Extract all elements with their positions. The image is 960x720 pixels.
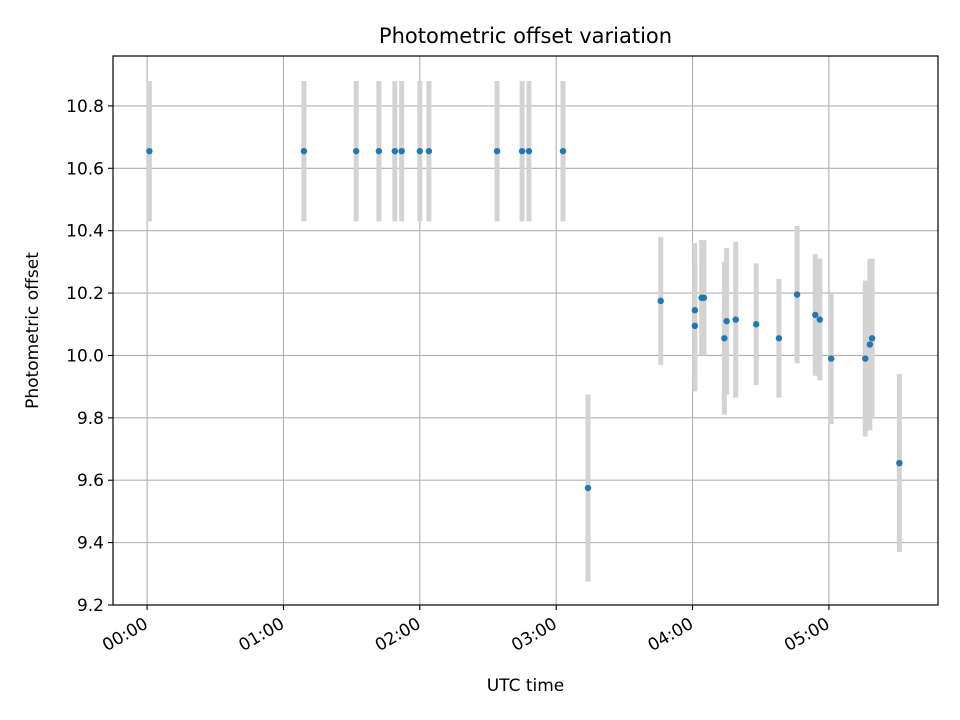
data-point — [816, 316, 824, 323]
data-point — [862, 355, 869, 362]
data-point — [752, 321, 760, 328]
y-tick-label: 9.4 — [77, 534, 104, 554]
data-point — [416, 147, 424, 155]
data-point — [868, 335, 876, 342]
data-point — [721, 335, 728, 342]
y-tick-label: 9.6 — [77, 471, 104, 491]
data-point — [525, 147, 533, 155]
data-point — [352, 147, 360, 155]
data-point — [300, 147, 308, 155]
data-point — [584, 484, 592, 492]
data-point — [657, 297, 664, 305]
data-point — [793, 291, 801, 298]
data-point — [518, 147, 526, 155]
y-tick-label: 9.2 — [77, 596, 104, 616]
x-axis-label: UTC time — [487, 676, 565, 696]
y-axis-ticks: 9.2 9.4 9.6 9.8 10.0 10.2 10.4 10.6 10.8 — [66, 97, 113, 616]
data-points — [146, 147, 903, 492]
y-tick-label: 9.8 — [77, 409, 104, 429]
data-point — [375, 147, 383, 155]
y-tick-label: 10.2 — [66, 284, 104, 304]
y-tick-label: 10.4 — [66, 222, 104, 242]
data-point — [493, 147, 501, 155]
data-point — [896, 459, 903, 467]
data-point — [391, 147, 399, 155]
data-point — [827, 355, 835, 362]
data-point — [866, 341, 874, 348]
y-tick-label: 10.8 — [66, 97, 104, 117]
data-point — [425, 147, 433, 155]
data-point — [398, 147, 405, 155]
data-point — [691, 322, 699, 330]
data-point — [559, 147, 567, 155]
data-point — [812, 311, 819, 319]
data-point — [775, 335, 783, 342]
y-tick-label: 10.0 — [66, 346, 104, 366]
data-point — [691, 307, 699, 314]
chart-title: Photometric offset variation — [379, 24, 672, 48]
data-point — [146, 147, 153, 155]
data-point — [700, 294, 708, 301]
data-point — [732, 316, 739, 323]
y-axis-label: Photometric offset — [23, 252, 43, 409]
y-tick-label: 10.6 — [66, 159, 104, 179]
data-point — [723, 317, 730, 325]
plot-area-frame — [112, 55, 939, 606]
